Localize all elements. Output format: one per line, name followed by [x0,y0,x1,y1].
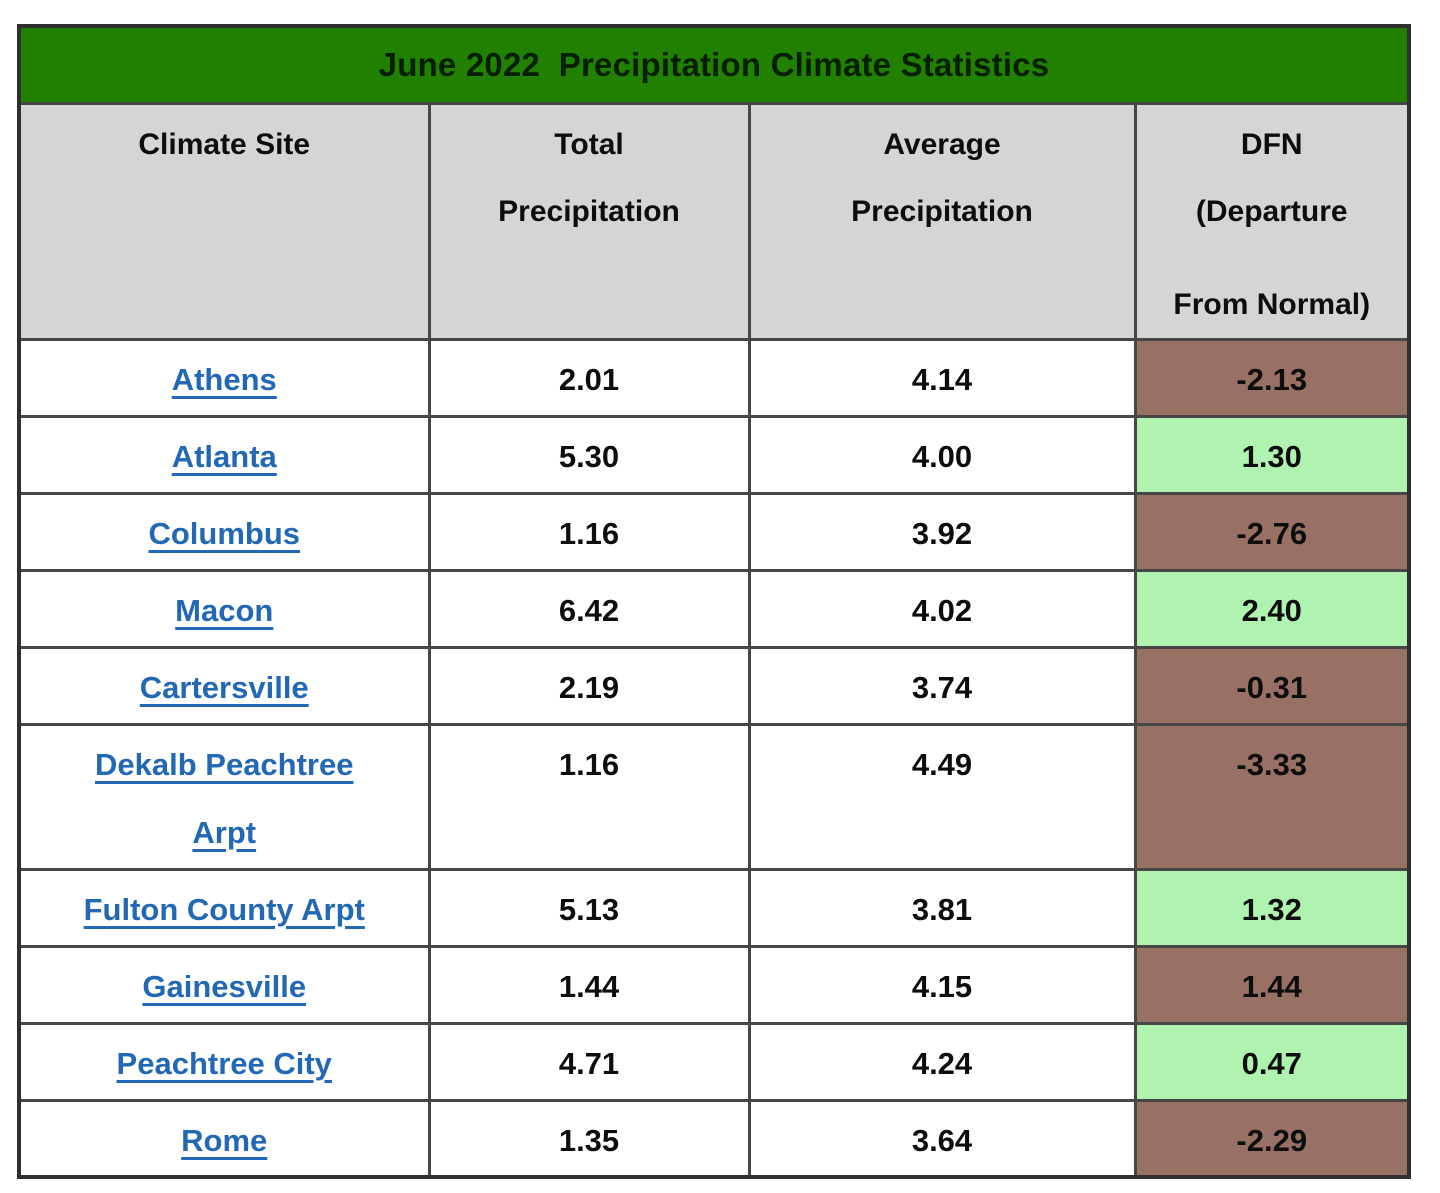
header-label: From Normal) [1173,287,1371,321]
dfn-cell: -0.31 [1133,645,1411,726]
table-title: June 2022 Precipitation Climate Statisti… [17,24,1411,105]
site-cell: Columbus [17,491,431,572]
total-precip-cell: 5.30 [427,414,751,495]
header-label: DFN [1240,127,1303,161]
header-label: Average [883,127,1001,161]
column-header-dfn: DFN (Departure From Normal) [1133,101,1411,341]
average-precip-cell: 3.81 [747,867,1137,948]
dfn-cell: 1.44 [1133,944,1411,1025]
total-precip-cell: 1.16 [427,722,751,871]
total-precip-cell: 5.13 [427,867,751,948]
table-row-dekalb-peachtree-arpt: Dekalb Peachtree Arpt 1.16 4.49 -3.33 [17,722,1411,871]
total-precip-cell: 4.71 [427,1021,751,1102]
table-row-atlanta: Atlanta 5.30 4.00 1.30 [17,414,1411,495]
header-label: Climate Site [138,127,311,161]
total-precip-cell: 1.16 [427,491,751,572]
average-precip-cell: 4.14 [747,337,1137,418]
table-row-athens: Athens 2.01 4.14 -2.13 [17,337,1411,418]
average-precip-cell: 4.02 [747,568,1137,649]
average-precip-cell: 4.49 [747,722,1137,871]
site-cell: Atlanta [17,414,431,495]
average-precip-cell: 4.00 [747,414,1137,495]
site-cell: Gainesville [17,944,431,1025]
header-label: Precipitation [498,194,680,228]
site-cell: Athens [17,337,431,418]
table-row-fulton-county-arpt: Fulton County Arpt 5.13 3.81 1.32 [17,867,1411,948]
average-precip-cell: 3.92 [747,491,1137,572]
total-precip-cell: 6.42 [427,568,751,649]
average-precip-cell: 3.74 [747,645,1137,726]
dfn-cell: -2.13 [1133,337,1411,418]
dfn-cell: 0.47 [1133,1021,1411,1102]
site-cell: Rome [17,1098,431,1179]
site-cell: Fulton County Arpt [17,867,431,948]
table-row-macon: Macon 6.42 4.02 2.40 [17,568,1411,649]
site-link-columbus[interactable]: Columbus [148,515,301,551]
table-row-cartersville: Cartersville 2.19 3.74 -0.31 [17,645,1411,726]
column-header-total-precipitation: Total Precipitation [427,101,751,341]
site-link-athens[interactable]: Athens [171,361,277,397]
table-row-columbus: Columbus 1.16 3.92 -2.76 [17,491,1411,572]
site-link-gainesville[interactable]: Gainesville [142,968,307,1004]
header-label: Total [554,127,624,161]
table-row-gainesville: Gainesville 1.44 4.15 1.44 [17,944,1411,1025]
total-precip-cell: 2.19 [427,645,751,726]
total-precip-cell: 2.01 [427,337,751,418]
site-link-macon[interactable]: Macon [175,592,274,628]
site-link-dekalb-peachtree-arpt[interactable]: Dekalb Peachtree Arpt [95,746,354,850]
total-precip-cell: 1.35 [427,1098,751,1179]
site-link-atlanta[interactable]: Atlanta [171,438,277,474]
dfn-cell: -2.29 [1133,1098,1411,1179]
site-link-peachtree-city[interactable]: Peachtree City [116,1045,332,1081]
dfn-cell: -3.33 [1133,722,1411,871]
site-link-fulton-county-arpt[interactable]: Fulton County Arpt [83,891,365,927]
header-label: (Departure [1195,194,1348,228]
site-link-cartersville[interactable]: Cartersville [139,669,309,705]
total-precip-cell: 1.44 [427,944,751,1025]
site-cell: Cartersville [17,645,431,726]
dfn-cell: 1.30 [1133,414,1411,495]
header-label: Precipitation [851,194,1033,228]
site-link-rome[interactable]: Rome [181,1122,268,1158]
average-precip-cell: 4.24 [747,1021,1137,1102]
site-cell: Peachtree City [17,1021,431,1102]
table-row-peachtree-city: Peachtree City 4.71 4.24 0.47 [17,1021,1411,1102]
column-header-climate-site: Climate Site [17,101,431,341]
dfn-cell: 2.40 [1133,568,1411,649]
site-cell: Dekalb Peachtree Arpt [17,722,431,871]
average-precip-cell: 3.64 [747,1098,1137,1179]
site-cell: Macon [17,568,431,649]
dfn-cell: -2.76 [1133,491,1411,572]
precipitation-table: June 2022 Precipitation Climate Statisti… [17,24,1411,1179]
dfn-cell: 1.32 [1133,867,1411,948]
average-precip-cell: 4.15 [747,944,1137,1025]
column-header-average-precipitation: Average Precipitation [747,101,1137,341]
table-row-rome: Rome 1.35 3.64 -2.29 [17,1098,1411,1179]
